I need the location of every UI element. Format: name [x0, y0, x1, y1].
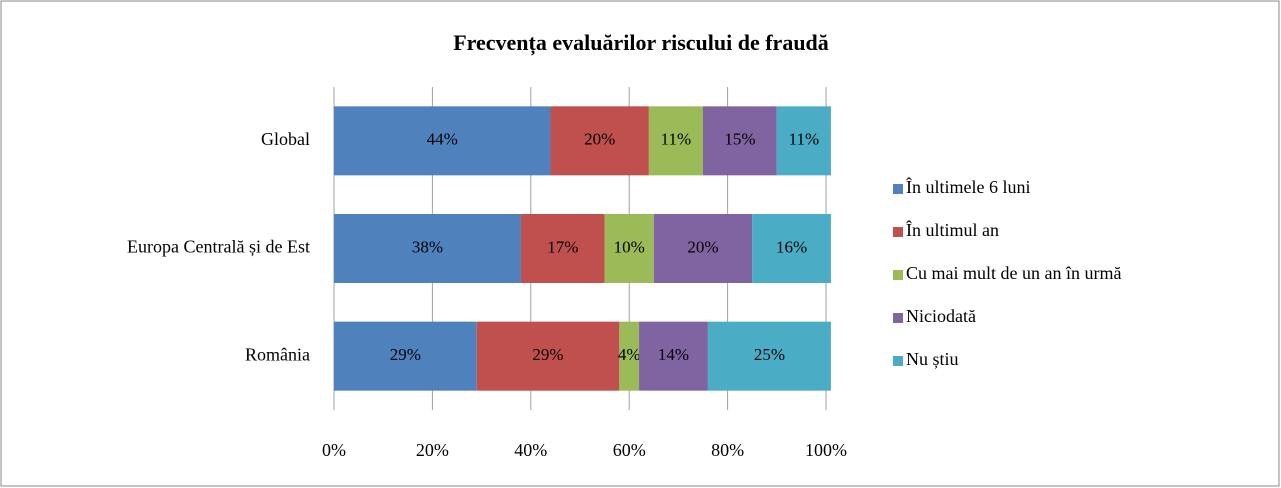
x-tick-label: 0%	[322, 440, 346, 460]
legend-swatch	[893, 356, 903, 366]
data-label: 15%	[724, 130, 755, 149]
data-label: 29%	[390, 345, 421, 364]
legend-swatch	[893, 270, 903, 280]
bar-segment	[476, 321, 620, 391]
data-label: 17%	[547, 237, 578, 256]
data-label: 16%	[776, 237, 807, 256]
data-label: 29%	[532, 345, 563, 364]
bar-segment	[604, 214, 654, 283]
legend-label: Cu mai mult de un an în urmă	[906, 263, 1121, 283]
legend-label: Niciodată	[906, 306, 976, 326]
y-tick-label: România	[245, 344, 310, 364]
x-tick-label: 20%	[416, 440, 449, 460]
x-tick-label: 40%	[514, 440, 547, 460]
bar-segment	[639, 321, 708, 391]
data-label: 11%	[661, 130, 692, 149]
bar-segment	[334, 106, 551, 176]
x-tick-label: 60%	[613, 440, 646, 460]
legend-label: În ultimul an	[906, 219, 999, 240]
data-label: 38%	[412, 237, 443, 256]
legend-label: În ultimele 6 luni	[906, 176, 1030, 197]
y-tick-label: Europa Centrală și de Est	[127, 237, 310, 257]
data-label: 10%	[614, 237, 645, 256]
legend-label: Nu știu	[906, 349, 959, 369]
data-label: 14%	[658, 345, 689, 364]
bar-segment	[334, 214, 521, 283]
y-tick-label: Global	[261, 129, 310, 149]
legend-swatch	[893, 313, 903, 323]
bar-segment	[776, 106, 831, 176]
chart-title: Frecvența evaluărilor riscului de fraudă	[453, 30, 829, 56]
legend-swatch	[893, 184, 903, 194]
data-label: 4%	[618, 345, 641, 364]
data-label: 20%	[687, 237, 718, 256]
bar-segment	[550, 106, 649, 176]
bar-segment	[653, 214, 753, 283]
bar-segment	[520, 214, 605, 283]
bar-segment	[707, 321, 831, 391]
bar-segment	[334, 321, 477, 391]
data-label: 25%	[754, 345, 785, 364]
data-label: 11%	[789, 130, 820, 149]
legend-swatch	[893, 227, 903, 237]
bar-segment	[752, 214, 831, 283]
bar-segment	[703, 106, 777, 176]
data-label: 20%	[584, 130, 615, 149]
data-label: 44%	[427, 130, 458, 149]
bar-segment	[619, 321, 640, 391]
x-tick-label: 80%	[711, 440, 744, 460]
bar-segment	[648, 106, 703, 176]
x-tick-label: 100%	[805, 440, 847, 460]
